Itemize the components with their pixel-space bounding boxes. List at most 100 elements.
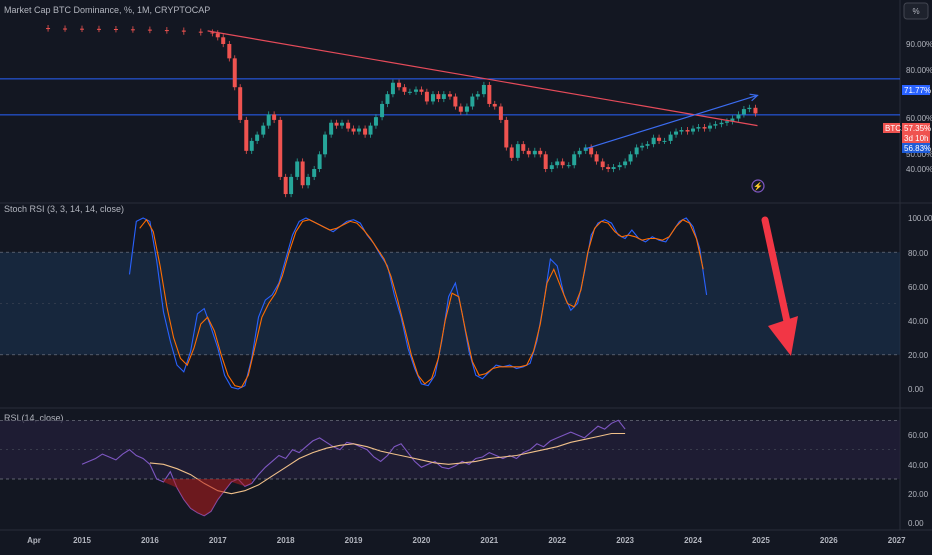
candle-body — [238, 87, 243, 120]
candle-body — [227, 44, 232, 59]
candle-body — [696, 127, 701, 129]
price-tag-support-bg — [902, 143, 930, 153]
candle-body — [719, 122, 724, 125]
x-tick-2018: 2018 — [277, 536, 295, 545]
candle-body — [373, 117, 378, 126]
candle-body — [356, 128, 361, 132]
candle-body — [210, 32, 215, 34]
candle-body — [329, 122, 334, 135]
candle-body — [492, 103, 497, 107]
candle-body — [747, 107, 752, 110]
candle-body — [419, 89, 424, 92]
candle-body — [63, 28, 68, 30]
stoch-line-k — [128, 217, 708, 390]
alert-icon[interactable]: ⚡ — [751, 179, 765, 193]
candle-body — [255, 134, 260, 141]
price-tag-last: 57.35% 3d 10h — [902, 123, 931, 143]
candle-body — [617, 165, 622, 168]
candle-body — [323, 134, 328, 155]
candle-body — [272, 114, 277, 120]
candle-body — [481, 84, 486, 95]
candle-body — [606, 167, 611, 169]
rsi-tick-0: 0.00 — [908, 519, 924, 528]
alert-icon-bolt[interactable]: ⚡ — [753, 181, 763, 191]
rsi-oversold-fill — [163, 479, 252, 516]
stoch-rsi-lines — [128, 217, 708, 390]
x-tick-2021: 2021 — [480, 536, 498, 545]
x-tick-2022: 2022 — [548, 536, 566, 545]
candle-body — [181, 30, 186, 32]
candle-body — [441, 94, 446, 99]
candle-body — [634, 147, 639, 155]
x-tick-2025: 2025 — [752, 536, 770, 545]
candle-body — [600, 161, 605, 168]
candle-body — [702, 127, 707, 129]
candle-body — [340, 122, 345, 126]
scale-mode-button-frame[interactable] — [903, 2, 929, 20]
candle-body — [289, 176, 294, 195]
candle-body — [113, 28, 118, 30]
price-tag-symbol-label: BTC.D — [885, 124, 909, 133]
candle-body — [611, 167, 616, 169]
candle-body — [351, 128, 356, 132]
x-tick-2020: 2020 — [413, 536, 431, 545]
candle-body — [164, 30, 169, 32]
x-tick-2015: 2015 — [73, 536, 91, 545]
candle-body — [385, 94, 390, 104]
candle-body — [300, 161, 305, 186]
scale-mode-button[interactable]: % — [903, 2, 929, 20]
price-tick-80: 80.00% — [906, 66, 932, 75]
candle-body — [221, 37, 226, 44]
candle-body — [691, 128, 695, 132]
candle-body — [464, 106, 469, 112]
candle-body — [736, 114, 741, 119]
trendlines — [207, 30, 759, 150]
x-tick-2024: 2024 — [684, 536, 702, 545]
rsi-lines — [81, 419, 626, 517]
candle-body — [198, 31, 203, 33]
candle-body — [334, 122, 339, 126]
candle-body — [458, 106, 463, 112]
projection-arrow — [761, 216, 798, 356]
candle-body — [266, 114, 271, 126]
candle-body — [724, 121, 729, 123]
candle-body — [80, 28, 84, 30]
candle-body — [543, 154, 548, 169]
candle-body — [679, 130, 684, 132]
candle-body — [594, 154, 599, 162]
candle-body — [306, 176, 311, 186]
candle-body — [504, 119, 509, 148]
chart-title: Market Cap BTC Dominance, %, 1M, CRYPTOC… — [4, 5, 210, 15]
candle-body — [753, 107, 758, 114]
candle-body — [538, 150, 543, 155]
candle-body — [363, 128, 368, 135]
price-tag-resistance: 71.77% — [902, 85, 931, 95]
rsi-title: RSI (14, close) — [4, 413, 64, 423]
alert-icon-ring[interactable] — [751, 179, 765, 193]
candle-body — [521, 144, 526, 151]
candle-body — [424, 91, 429, 102]
candle-body — [628, 154, 633, 162]
candle-body — [407, 91, 412, 93]
stoch-tick-40: 40.00 — [908, 317, 929, 326]
candle-body — [662, 140, 667, 142]
candle-body — [368, 125, 373, 135]
price-tag-support-label: 56.83% — [904, 144, 931, 153]
candle-body — [685, 130, 690, 132]
stoch-tick-80: 80.00 — [908, 249, 929, 258]
price-tag-last-bg — [902, 123, 930, 143]
candle-body — [651, 137, 656, 145]
price-tick-50: 50.00% — [906, 150, 932, 159]
stoch-rsi-title: Stoch RSI (3, 3, 14, 14, close) — [4, 204, 124, 214]
candles — [46, 25, 758, 198]
scale-mode-label[interactable]: % — [912, 7, 919, 16]
candle-body — [549, 165, 554, 169]
price-tag-support: 56.83% — [902, 143, 931, 153]
candle-body — [475, 94, 480, 97]
candle-body — [509, 147, 514, 158]
stoch-tick-20: 20.00 — [908, 351, 929, 360]
candle-body — [572, 154, 577, 166]
candle-body — [713, 124, 718, 126]
